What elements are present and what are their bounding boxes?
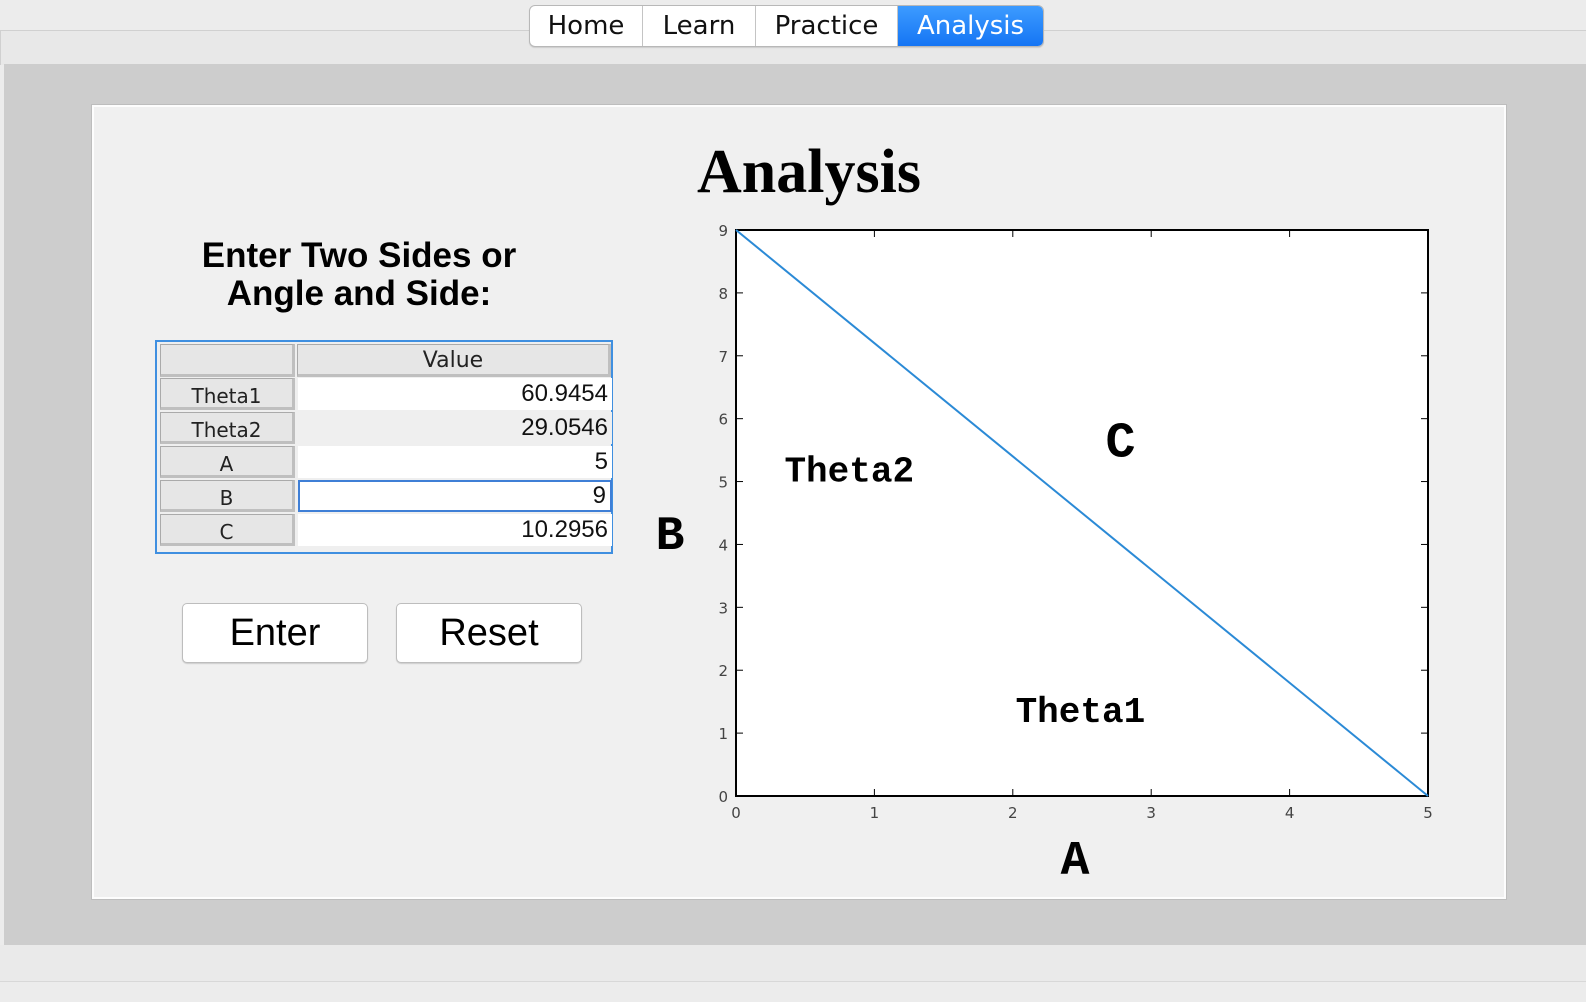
cell-theta2-value[interactable]: 29.0546 xyxy=(298,412,612,444)
status-strip xyxy=(0,945,1586,982)
y-tick-label: 9 xyxy=(718,222,728,240)
x-tick-label: 2 xyxy=(1008,804,1018,822)
x-axis-label: A xyxy=(1061,835,1090,889)
axis-ticks xyxy=(735,229,1429,797)
cell-theta1-value[interactable]: 60.9454 xyxy=(298,378,612,410)
page-title: Analysis xyxy=(697,138,921,206)
annotation-c: C xyxy=(1106,415,1136,472)
tab-learn[interactable]: Learn xyxy=(643,6,756,46)
y-tick-label: 8 xyxy=(718,285,728,303)
annotation-theta1: Theta1 xyxy=(1016,692,1146,733)
input-table: Value Theta1 60.9454 Theta2 29.0546 A 5 … xyxy=(155,340,613,554)
row-header-theta1[interactable]: Theta1 xyxy=(160,378,295,410)
cell-b-value[interactable]: 9 xyxy=(298,480,612,512)
x-tick-label: 0 xyxy=(731,804,741,822)
reset-button[interactable]: Reset xyxy=(396,603,582,663)
tab-bar: Home Learn Practice Analysis xyxy=(529,5,1044,47)
y-tick-label: 2 xyxy=(718,662,728,680)
instructions-text: Enter Two Sides or Angle and Side: xyxy=(174,237,544,313)
row-header-b[interactable]: B xyxy=(160,480,295,512)
y-axis-label: B xyxy=(656,510,685,564)
table-row: Theta1 60.9454 xyxy=(160,378,612,410)
y-tick-label: 6 xyxy=(718,411,728,429)
tab-analysis[interactable]: Analysis xyxy=(898,6,1043,46)
enter-button[interactable]: Enter xyxy=(182,603,368,663)
cell-a-value[interactable]: 5 xyxy=(298,446,612,478)
table-row: A 5 xyxy=(160,446,612,478)
y-tick-label: 4 xyxy=(718,536,728,554)
table-row: B 9 xyxy=(160,480,612,512)
tab-home[interactable]: Home xyxy=(530,6,643,46)
x-tick-label: 3 xyxy=(1146,804,1156,822)
table-corner-header xyxy=(160,344,295,377)
x-tick-label: 5 xyxy=(1423,804,1433,822)
y-tick-label: 1 xyxy=(718,725,728,743)
tab-practice[interactable]: Practice xyxy=(756,6,898,46)
row-header-theta2[interactable]: Theta2 xyxy=(160,412,295,444)
row-header-c[interactable]: C xyxy=(160,514,295,546)
y-tick-label: 5 xyxy=(718,474,728,492)
y-tick-label: 0 xyxy=(718,788,728,806)
cell-c-value[interactable]: 10.2956 xyxy=(298,514,612,546)
axis-tick-labels: 0 1 2 3 4 5 0 1 2 3 4 5 6 7 8 9 xyxy=(718,222,1432,822)
y-tick-label: 3 xyxy=(718,599,728,617)
instructions-line-2: Angle and Side: xyxy=(226,274,492,313)
table-column-header[interactable]: Value xyxy=(297,344,611,377)
x-tick-label: 1 xyxy=(870,804,880,822)
plot-annotations: C Theta2 Theta1 xyxy=(784,415,1145,732)
row-header-a[interactable]: A xyxy=(160,446,295,478)
table-row: C 10.2956 xyxy=(160,514,612,546)
y-tick-label: 7 xyxy=(718,348,728,366)
x-tick-label: 4 xyxy=(1285,804,1295,822)
instructions-line-1: Enter Two Sides or xyxy=(201,236,517,275)
annotation-theta2: Theta2 xyxy=(784,452,914,493)
table-row: Theta2 29.0546 xyxy=(160,412,612,444)
series-line-hypotenuse xyxy=(735,229,1429,797)
